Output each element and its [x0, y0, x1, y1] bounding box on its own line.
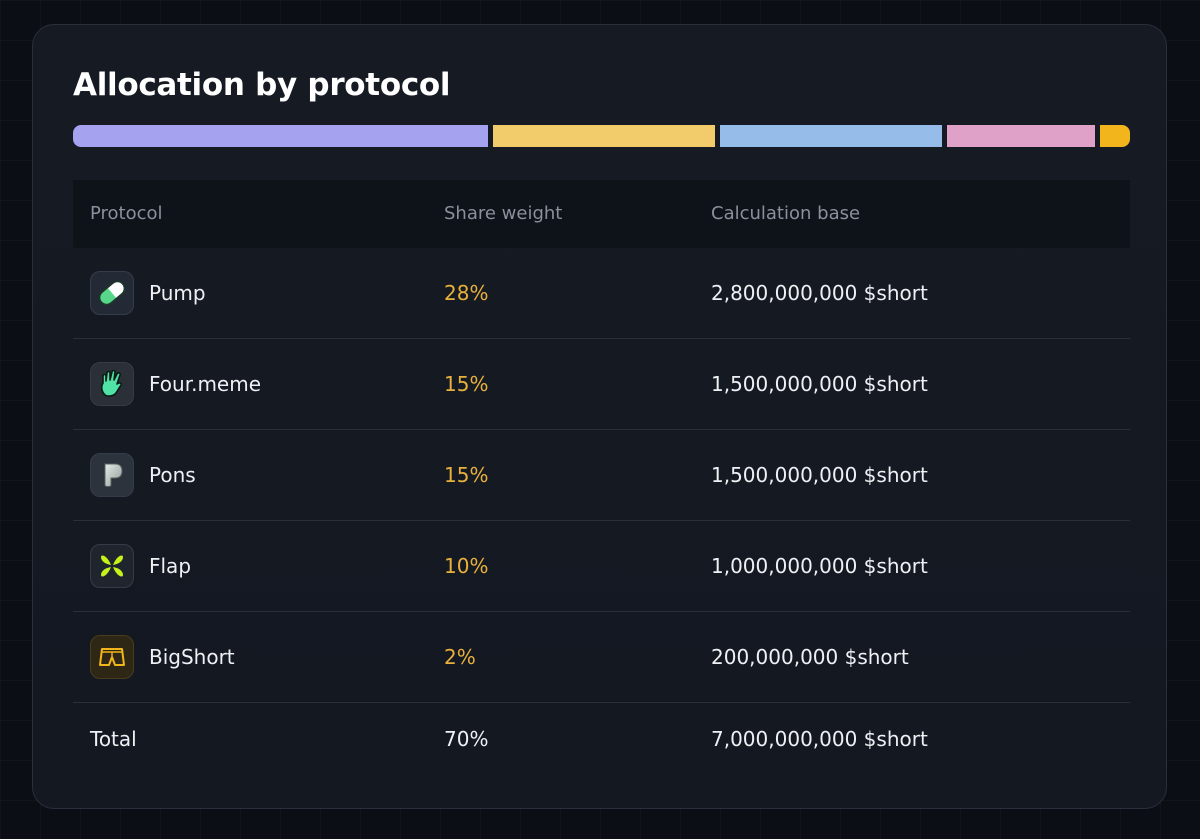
header-share-weight: Share weight: [444, 203, 563, 224]
protocol-name: Pump: [149, 281, 206, 305]
allocation-segment-pump: [73, 125, 488, 147]
table-row: Flap 10% 1,000,000,000 $short: [73, 521, 1130, 612]
total-share-weight: 70%: [444, 727, 489, 751]
calculation-base: 1,000,000,000 $short: [711, 554, 928, 578]
share-weight: 2%: [444, 645, 476, 669]
calculation-base: 1,500,000,000 $short: [711, 463, 928, 487]
protocol-cell: Pons: [90, 430, 196, 520]
card-title: Allocation by protocol: [73, 67, 451, 103]
allocation-table: Protocol Share weight Calculation base P…: [73, 180, 1130, 775]
hand-icon: [90, 362, 134, 406]
table-row: Four.meme 15% 1,500,000,000 $short: [73, 339, 1130, 430]
protocol-name: Pons: [149, 463, 196, 487]
allocation-segment-flap: [947, 125, 1096, 147]
share-weight: 10%: [444, 554, 489, 578]
table-row: Pons 15% 1,500,000,000 $short: [73, 430, 1130, 521]
header-calculation-base: Calculation base: [711, 203, 861, 224]
total-row: Total 70% 7,000,000,000 $short: [73, 703, 1130, 775]
table-header: Protocol Share weight Calculation base: [73, 180, 1130, 248]
share-weight: 15%: [444, 372, 489, 396]
protocol-name: Four.meme: [149, 372, 262, 396]
pill-icon: [90, 271, 134, 315]
protocol-cell: Flap: [90, 521, 191, 611]
protocol-name: BigShort: [149, 645, 235, 669]
share-weight: 15%: [444, 463, 489, 487]
table-row: BigShort 2% 200,000,000 $short: [73, 612, 1130, 703]
protocol-name: Flap: [149, 554, 192, 578]
allocation-segment-pons: [720, 125, 943, 147]
p-letter-icon: [90, 453, 134, 497]
calculation-base: 2,800,000,000 $short: [711, 281, 928, 305]
shorts-icon: [90, 635, 134, 679]
total-calculation-base: 7,000,000,000 $short: [711, 727, 928, 751]
allocation-card: Allocation by protocol Protocol Share we…: [32, 24, 1167, 809]
protocol-cell: Pump: [90, 248, 206, 338]
header-protocol: Protocol: [90, 203, 163, 224]
share-weight: 28%: [444, 281, 489, 305]
allocation-segment-bigshort: [1100, 125, 1130, 147]
allocation-segment-four-meme: [492, 125, 716, 147]
butterfly-icon: [90, 544, 134, 588]
calculation-base: 1,500,000,000 $short: [711, 372, 928, 396]
protocol-cell: Four.meme: [90, 339, 261, 429]
table-row: Pump 28% 2,800,000,000 $short: [73, 248, 1130, 339]
calculation-base: 200,000,000 $short: [711, 645, 909, 669]
total-label: Total: [90, 727, 137, 751]
protocol-cell: BigShort: [90, 612, 235, 702]
allocation-bar: [73, 125, 1130, 147]
